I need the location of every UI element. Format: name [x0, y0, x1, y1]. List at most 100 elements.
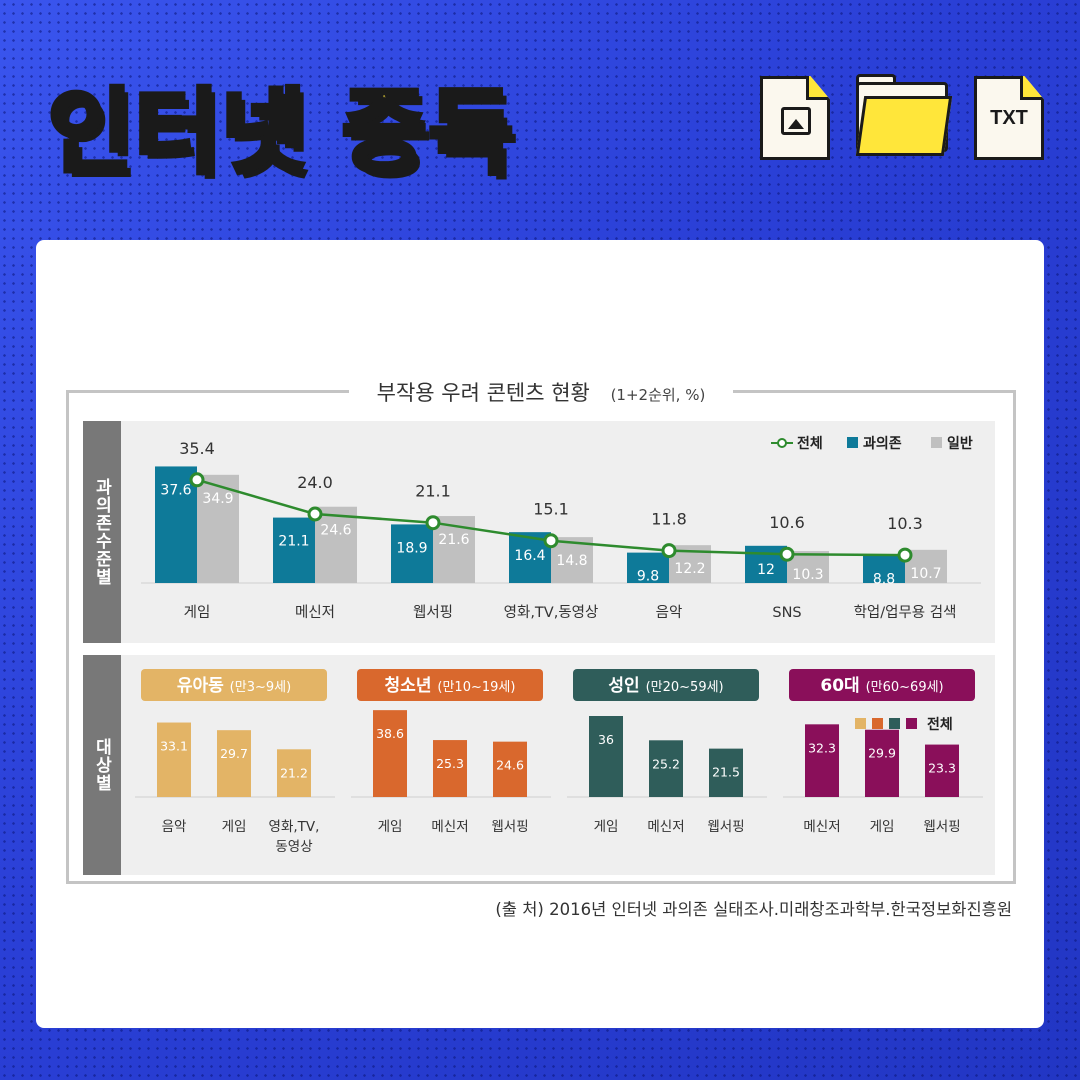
group-title: 청소년 (만10~19세): [385, 675, 516, 696]
group-header-2: [573, 669, 759, 701]
legend-label-general: 일반: [947, 435, 973, 452]
bar-label-general: 21.6: [438, 532, 469, 548]
bar-label-dependent: 21.1: [278, 534, 309, 550]
legend-swatch-young: [855, 718, 866, 729]
bar-label-general: 10.3: [792, 567, 823, 583]
bar-label-target: 29.9: [868, 746, 896, 761]
x-tick-label-target: 동영상: [275, 839, 312, 855]
legend-line-marker: [777, 438, 787, 448]
bar-target: [433, 740, 467, 797]
bar-label-target: 25.3: [436, 756, 464, 771]
bar-label-dependent: 9.8: [637, 569, 659, 585]
group-subtitle-text: (만3~9세): [230, 680, 292, 695]
line-label-total: 24.0: [297, 473, 333, 492]
bar-label-general: 10.7: [910, 566, 941, 582]
line-point-total: [425, 515, 441, 531]
bar-label-dependent: 12: [757, 562, 775, 578]
bar-label-dependent: 8.8: [873, 572, 895, 588]
bar-label-dependent: 18.9: [396, 540, 427, 556]
bar-label-general: 34.9: [202, 491, 233, 507]
legend-label-dependent: 과의존: [863, 435, 902, 452]
target-panel: 유아동 (만3~9세) 33.1 음악 29.7 게임 21.2 영화,TV, 동영상 청소년 …: [121, 655, 995, 875]
group-title: 성인 (만20~59세): [608, 676, 723, 696]
x-tick-label-target: 메신저: [431, 819, 468, 835]
x-tick-label-target: 메신저: [803, 819, 840, 835]
chart-title: 부작용 우려 콘텐츠 현황 (1+2순위, %): [69, 377, 1013, 407]
legend-swatch-adult: [889, 718, 900, 729]
group-header-3: [789, 669, 975, 701]
folder-icon[interactable]: [855, 74, 953, 156]
bar-target: [589, 716, 623, 797]
target-chart: 유아동 (만3~9세) 33.1 음악 29.7 게임 21.2 영화,TV, 동영상 청소년 …: [135, 669, 983, 855]
bar-general: [197, 474, 239, 583]
group-title-main: 성인: [608, 676, 645, 696]
bar-label-target: 23.3: [928, 761, 956, 776]
bar-label-general: 12.2: [674, 561, 705, 577]
group-subtitle-text: (만60~69세): [866, 680, 944, 695]
file-icons: TXT: [760, 74, 1044, 160]
x-tick-label: 웹서핑: [413, 604, 453, 621]
bar-dependent: [273, 517, 315, 583]
txt-file-icon[interactable]: TXT: [974, 76, 1044, 160]
bar-dependent: [155, 466, 197, 583]
bar-label-dependent: 16.4: [514, 548, 545, 564]
bar-target: [649, 740, 683, 797]
bar-label-target: 29.7: [220, 746, 248, 761]
bar-target: [493, 741, 527, 797]
line-label-total: 35.4: [179, 439, 215, 458]
group-subtitle-text: (만10~19세): [437, 680, 515, 695]
dependency-chart: 37.6 34.9 게임 21.1 24.6 메신저 18.9 21.6 웹서핑 16.4 14.8…: [141, 435, 981, 621]
bar-target: [373, 710, 407, 797]
x-tick-label-target: 영화,TV,: [269, 819, 320, 835]
bar-target: [217, 730, 251, 797]
x-tick-label: SNS: [772, 605, 801, 621]
legend-swatch-teen: [872, 718, 883, 729]
bar-dependent: [863, 555, 905, 583]
chart-subtitle: (1+2순위, %): [610, 386, 720, 404]
page-title: 인터넷 중독: [45, 77, 516, 189]
x-tick-label: 메신저: [295, 604, 335, 621]
bar-target: [277, 749, 311, 797]
image-file-icon[interactable]: [760, 76, 830, 160]
line-point-total: [307, 506, 323, 522]
bar-target: [925, 744, 959, 797]
chart-frame: 부작용 우려 콘텐츠 현황 (1+2순위, %) 과의존수준별 37.6 34.9…: [66, 381, 1016, 884]
group-title: 60대 (만60~69세): [820, 676, 943, 696]
bar-label-dependent: 37.6: [160, 482, 191, 498]
x-tick-label-target: 메신저: [647, 819, 684, 835]
line-label-total: 21.1: [415, 482, 451, 501]
legend-label-total: 전체: [797, 435, 823, 452]
group-title: 유아동 (만3~9세): [177, 676, 291, 696]
x-tick-label-target: 게임: [378, 819, 403, 835]
panel-label-target: 대상별: [83, 655, 121, 875]
txt-file-label: TXT: [990, 107, 1028, 129]
x-tick-label: 영화,TV,동영상: [504, 604, 599, 621]
x-tick-label: 학업/업무용 검색: [854, 604, 957, 621]
chart-title-text: 부작용 우려 콘텐츠 현황: [362, 381, 604, 405]
bar-label-target: 36: [598, 732, 614, 747]
x-tick-label: 게임: [184, 604, 211, 621]
x-tick-label-target: 웹서핑: [923, 819, 960, 835]
bar-target: [157, 722, 191, 797]
bar-label-target: 21.2: [280, 765, 308, 780]
bar-label-general: 14.8: [556, 553, 587, 569]
line-label-total: 10.6: [769, 513, 805, 532]
bar-label-target: 24.6: [496, 758, 524, 773]
bar-target: [709, 748, 743, 797]
group-subtitle-text: (만20~59세): [646, 680, 724, 695]
x-tick-label-target: 웹서핑: [707, 819, 744, 835]
line-point-total: [543, 533, 559, 549]
bar-label-target: 25.2: [652, 756, 680, 771]
legend-label-target-total: 전체: [927, 716, 953, 733]
content-card: 부작용 우려 콘텐츠 현황 (1+2순위, %) 과의존수준별 37.6 34.9…: [36, 240, 1044, 1028]
bar-dependent: [391, 524, 433, 583]
bar-label-target: 32.3: [808, 740, 836, 755]
bar-general: [315, 506, 357, 583]
x-tick-label-target: 웹서핑: [491, 819, 528, 835]
dependency-panel: 37.6 34.9 게임 21.1 24.6 메신저 18.9 21.6 웹서핑 16.4 14.8…: [121, 421, 995, 643]
line-point-total: [661, 543, 677, 559]
panel-label-dependency: 과의존수준별: [83, 421, 121, 643]
bar-label-general: 24.6: [320, 523, 351, 539]
bar-dependent: [627, 552, 669, 583]
bar-target: [805, 724, 839, 797]
